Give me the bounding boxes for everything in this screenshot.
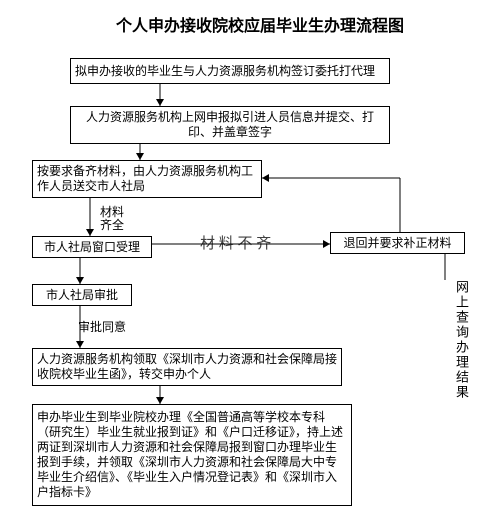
- node-return: 退回并要求补正材料: [330, 232, 465, 254]
- page-title: 个人申办接收院校应届毕业生办理流程图: [90, 12, 430, 36]
- label-complete: 材料齐全: [100, 206, 126, 232]
- label-online-query: 网上查询办理结果: [452, 280, 471, 400]
- label-incomplete: 材 料 不 齐: [200, 232, 271, 253]
- node-issue-letter: 人力资源服务机构领取《深圳市人力资源和社会保障局接收院校毕业生函》，转交申办个人: [32, 348, 342, 386]
- node-step-2: 人力资源服务机构上网申报拟引进人员信息并提交、打印、并盖章签字: [70, 106, 390, 144]
- node-review: 市人社局审批: [32, 284, 132, 306]
- label-approved: 审批同意: [78, 318, 126, 335]
- node-step-3: 按要求备齐材料，由人力资源服务机构工作人员送交市人社局: [32, 160, 262, 198]
- node-accept: 市人社局窗口受理: [32, 236, 152, 258]
- node-step-1: 拟申办接收的毕业生与人力资源服务机构签订委托打代理: [70, 58, 390, 84]
- node-final: 申办毕业生到毕业院校办理《全国普通高等学校本专科（研究生）毕业生就业报到证》和《…: [32, 404, 352, 506]
